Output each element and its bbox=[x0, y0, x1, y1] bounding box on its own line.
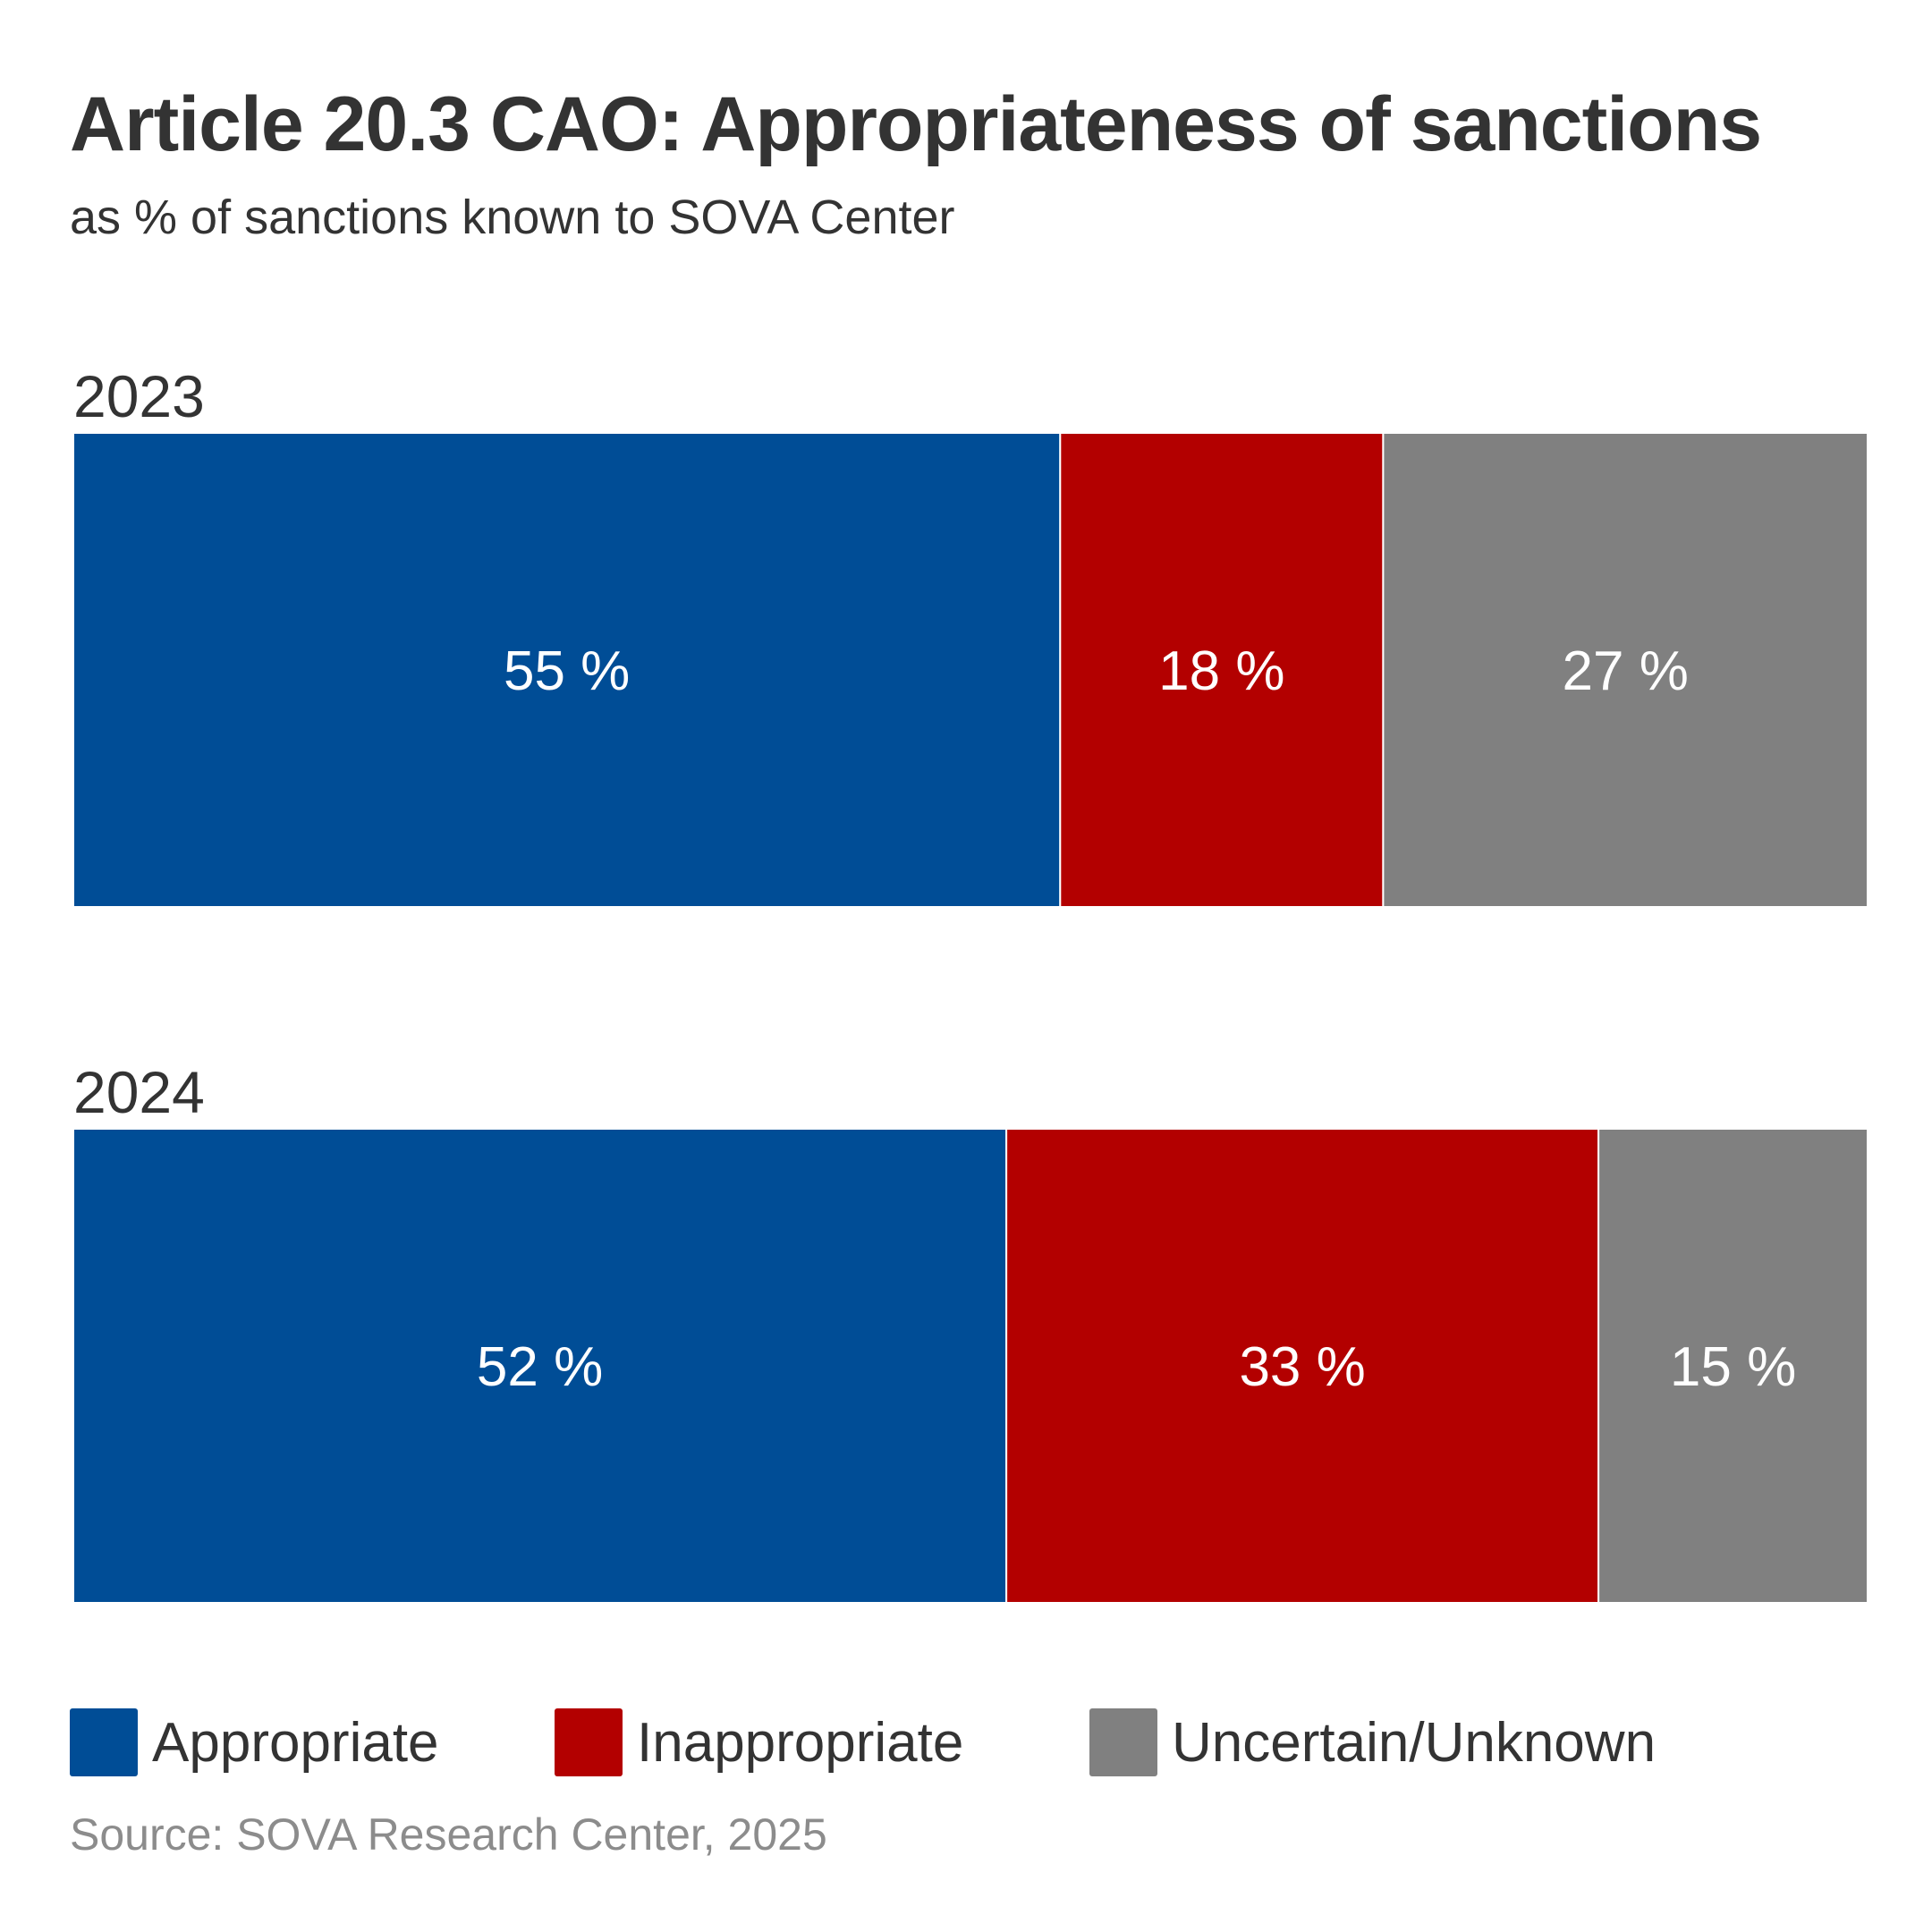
legend-swatch-uncertain-unknown bbox=[1089, 1708, 1157, 1776]
legend-item-appropriate: Appropriate bbox=[70, 1707, 439, 1778]
bar-segment-2024-inappropriate bbox=[1005, 1128, 1600, 1604]
legend-item-uncertain-unknown: Uncertain/Unknown bbox=[1089, 1707, 1656, 1778]
legend-item-inappropriate: Inappropriate bbox=[555, 1707, 963, 1778]
category-label-2023: 2023 bbox=[73, 363, 205, 429]
legend-label-inappropriate: Inappropriate bbox=[637, 1711, 964, 1774]
legend-label-uncertain-unknown: Uncertain/Unknown bbox=[1172, 1711, 1657, 1774]
data-label-2024-appropriate: 52 % bbox=[477, 1336, 603, 1398]
bar-segment-2024-uncertain-unknown bbox=[1597, 1128, 1868, 1604]
legend-swatch-appropriate bbox=[70, 1708, 138, 1776]
bar-segment-2023-uncertain-unknown bbox=[1382, 432, 1868, 908]
data-label-2023-appropriate: 55 % bbox=[504, 640, 630, 702]
source-note: Source: SOVA Research Center, 2025 bbox=[70, 1809, 827, 1860]
data-label-2024-inappropriate: 33 % bbox=[1239, 1336, 1365, 1398]
bar-segment-2024-appropriate bbox=[72, 1128, 1008, 1604]
chart-title: Article 20.3 CAO: Appropriateness of san… bbox=[70, 81, 1762, 167]
legend: Appropriate Inappropriate Uncertain/Unkn… bbox=[70, 1707, 1868, 1778]
chart-subtitle: as % of sanctions known to SOVA Center bbox=[70, 191, 955, 244]
data-label-2023-uncertain-unknown: 27 % bbox=[1563, 640, 1689, 702]
data-label-2023-inappropriate: 18 % bbox=[1158, 640, 1284, 702]
data-label-2024-uncertain-unknown: 15 % bbox=[1670, 1336, 1796, 1398]
legend-label-appropriate: Appropriate bbox=[152, 1711, 439, 1774]
category-label-2024: 2024 bbox=[73, 1059, 205, 1125]
bar-segment-2023-appropriate bbox=[72, 432, 1062, 908]
legend-swatch-inappropriate bbox=[555, 1708, 623, 1776]
